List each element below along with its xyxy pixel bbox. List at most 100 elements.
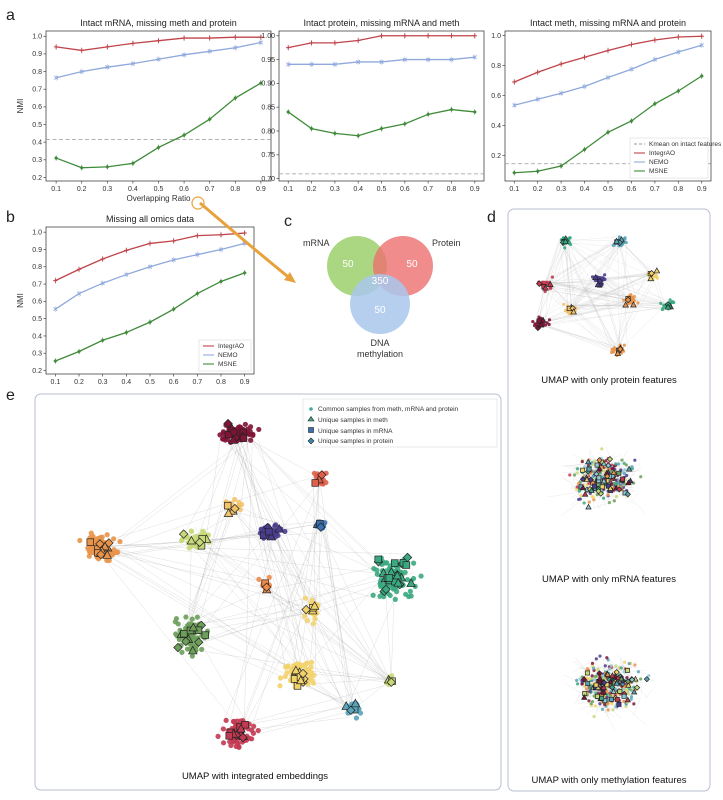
data-point-nemo (535, 97, 540, 102)
similarity-edge (248, 434, 391, 590)
similarity-edge (540, 288, 665, 311)
similarity-edge (597, 657, 605, 671)
similarity-edge (569, 241, 652, 276)
sample-square (592, 483, 597, 489)
similarity-edge (277, 536, 309, 675)
x-tick-label: 0.6 (169, 379, 179, 386)
similarity-edge (231, 712, 346, 741)
similarity-edge (602, 663, 624, 668)
sample-diamond (173, 642, 183, 653)
similarity-edge (229, 507, 392, 682)
similarity-edge (235, 511, 313, 614)
data-point-integrao (233, 34, 238, 40)
y-tick-label: 0.4 (491, 123, 501, 130)
data-point-nemo (105, 65, 110, 70)
sample-square (620, 476, 625, 482)
legend-label: IntegrAO (649, 150, 675, 157)
data-point-integrao (218, 232, 224, 237)
similarity-edge (539, 323, 618, 348)
sample-dot (543, 323, 548, 327)
sample-dot (601, 278, 606, 282)
similarity-edge (189, 609, 315, 645)
umap-integrated-legend: Common samples from meth, mRNA and prote… (302, 398, 498, 448)
panel-d-frame (507, 208, 711, 792)
similarity-edge (619, 247, 631, 298)
sample-dot (370, 592, 376, 598)
plot-frame (278, 30, 485, 182)
x-tick-label: 0.9 (697, 186, 707, 193)
triangle-icon (307, 415, 315, 422)
similarity-edge (599, 280, 628, 302)
sample-diamond (617, 345, 624, 353)
similarity-edge (593, 689, 595, 693)
sample-triangle (614, 674, 622, 681)
sample-dot (624, 689, 628, 693)
sample-dot (578, 677, 582, 681)
x-tick-label: 0.9 (256, 186, 266, 193)
sample-dot (183, 614, 189, 620)
sample-dot (575, 682, 580, 686)
series-line-msne (55, 82, 262, 169)
sample-dot (402, 569, 408, 575)
sample-dot (312, 616, 318, 622)
similarity-edge (264, 528, 391, 679)
similarity-edge (624, 302, 628, 351)
data-point-integrao (105, 44, 110, 50)
sample-triangle (653, 267, 661, 274)
sample-dot (590, 494, 594, 498)
sample-dot (623, 468, 627, 472)
sample-triangle (596, 675, 604, 682)
similarity-edge (311, 678, 390, 685)
similarity-edge (275, 527, 303, 675)
sample-dot (309, 597, 315, 603)
series-line-nemo (55, 242, 245, 310)
similarity-edge (203, 537, 391, 684)
sample-triangle (585, 503, 592, 510)
similarity-edge (655, 276, 666, 309)
sample-triangle (625, 465, 633, 472)
similarity-edge (189, 608, 315, 647)
sample-diamond (624, 678, 632, 685)
similarity-edge (573, 660, 593, 675)
similarity-edge (194, 526, 303, 673)
sample-dot (611, 708, 615, 712)
sample-dot (611, 243, 615, 247)
similarity-edge (265, 536, 348, 712)
similarity-edge (98, 544, 411, 555)
similarity-edge (620, 662, 626, 676)
sample-triangle (614, 349, 622, 356)
data-point-msne (130, 161, 135, 166)
similarity-edge (232, 501, 269, 584)
similarity-edge (181, 511, 233, 627)
similarity-edge (575, 692, 581, 704)
similarity-edge (231, 422, 389, 574)
similarity-edge (569, 240, 619, 310)
data-point-msne (512, 170, 517, 175)
similarity-edge (243, 433, 253, 736)
similarity-edge (570, 303, 663, 307)
similarity-edge (628, 471, 636, 480)
sample-triangle (610, 469, 618, 475)
data-point-integrao (242, 230, 247, 236)
sample-dot (596, 668, 600, 672)
similarity-edge (547, 287, 565, 307)
sample-dot (590, 275, 595, 279)
similarity-edge (545, 281, 672, 305)
sample-dot (592, 677, 597, 681)
similarity-edge (617, 654, 626, 668)
similarity-edge (620, 300, 633, 348)
sample-diamond (580, 676, 588, 683)
y-tick-label: 0.95 (261, 57, 275, 64)
sample-dot (604, 459, 608, 463)
y-tick-label: 0.3 (32, 157, 42, 164)
similarity-edge (539, 324, 612, 350)
sample-dot (602, 676, 606, 680)
sample-dot (593, 674, 598, 679)
umap-integrated-plot (77, 418, 424, 750)
sample-dot (590, 661, 595, 665)
data-point-nemo (54, 75, 59, 80)
data-point-nemo (605, 75, 611, 80)
similarity-edge (108, 548, 310, 609)
similarity-edge (566, 301, 628, 307)
sample-dot (647, 674, 651, 678)
